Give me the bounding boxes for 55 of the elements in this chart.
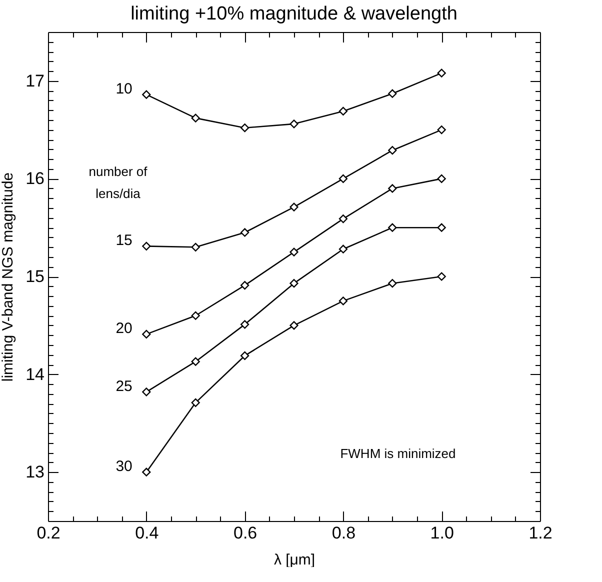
point [240,351,250,360]
chart-title: limiting +10% magnitude & wavelength [130,4,458,24]
point [142,468,151,476]
point [437,125,446,134]
x-tick-label: 0.4 [135,524,159,542]
point [290,321,298,330]
series-label: 25 [116,378,132,395]
y-tick-label: 13 [26,462,44,482]
y-tick-label: 15 [26,267,44,286]
x-tick-label: 0.8 [332,524,356,542]
point [290,202,298,212]
point [191,311,200,320]
series-label: 10 [116,80,132,98]
x-tick-label: 1.0 [430,524,454,542]
point [290,248,298,256]
point [240,320,250,329]
point [437,68,446,78]
y-tick-label: 16 [26,169,44,188]
point [388,146,397,155]
point [142,90,151,99]
point [437,223,446,232]
point [437,272,446,281]
x-tick-label: 1.2 [528,524,552,542]
x-tick-label: 0.2 [36,524,60,542]
y-tick-label: 14 [26,364,44,384]
y-axis-title: limiting V-band NGS magnitude [0,172,17,382]
point [290,279,298,288]
point [437,174,446,184]
point [142,242,151,250]
point [338,244,348,254]
point [338,174,348,184]
point [388,89,397,98]
y-tick-label: 17 [26,71,44,90]
point [338,214,348,224]
series-label: 20 [116,320,132,338]
point [191,398,200,407]
point [240,280,250,290]
point [388,223,397,232]
point [338,296,348,306]
annotation: FWHM is minimized [340,446,456,461]
point [240,124,250,132]
series-label: 15 [116,232,132,250]
point [388,279,397,288]
point [388,184,397,193]
point [191,357,200,366]
series-label: 30 [116,458,132,476]
point [142,388,151,396]
annotation: number of lens/dia [88,164,148,201]
x-tick-label: 0.6 [233,524,258,542]
point [191,242,200,252]
point [142,330,151,339]
point [191,114,200,122]
point [338,106,348,116]
point [240,228,250,237]
point [290,120,298,128]
